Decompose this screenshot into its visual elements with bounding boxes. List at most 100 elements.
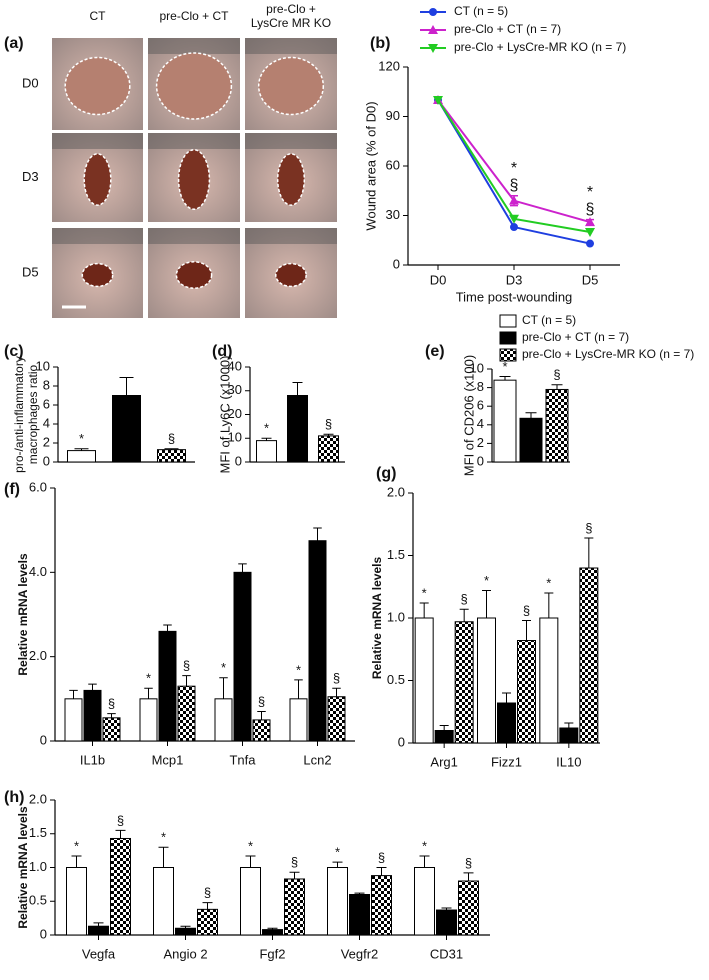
photo-hair [245,133,337,149]
error-bar [332,687,341,697]
y-tick-label: 30 [228,382,242,397]
y-tick-label: 10 [470,360,484,375]
y-tick-label: 8 [477,379,484,394]
y-tick-label: 0 [40,926,47,941]
panel-label: (h) [4,789,24,806]
x-tick-label: Fgf2 [259,946,285,961]
error-bar [74,448,89,451]
bar [414,617,434,744]
significance-label: § [523,603,530,618]
legend-label: CT (n = 5) [522,313,576,327]
significance-label: * [146,671,151,686]
legend-marker [428,25,438,34]
x-tick-label: IL10 [556,754,581,769]
bar [318,435,339,463]
significance-label: * [74,838,79,853]
bar [102,717,121,742]
significance-label: * [422,585,427,600]
y-tick-label: 10 [36,358,50,373]
y-axis-label: MFI of CD206 (x100) [461,355,476,476]
x-tick-label: Mcp1 [152,752,184,767]
error-bar [313,527,322,541]
column-label: pre-Clo + CT [159,9,229,23]
bar [454,621,474,744]
y-tick-label: 0 [477,453,484,468]
significance-label: * [511,160,517,177]
error-bar [502,692,511,703]
bar [139,698,158,742]
bar [177,685,196,742]
error-bar [482,590,491,618]
photo-hair [245,228,337,244]
bar [327,696,346,742]
x-axis-label: Time post-wounding [456,289,573,304]
bar [436,909,457,936]
error-bar [463,872,474,881]
bar [579,567,599,744]
bar [539,617,559,744]
bar [214,698,233,742]
photo-hair [245,38,337,54]
error-bar [180,925,191,929]
bar [477,617,496,744]
error-bar [294,679,303,699]
error-bar [499,375,511,381]
point [585,217,595,227]
panel-label: (d) [212,343,232,360]
error-bar [238,563,247,573]
bar [519,417,543,463]
significance-label: * [546,575,551,590]
row-label: D5 [22,264,39,279]
bar [517,640,536,744]
bar [262,929,283,936]
error-bar [441,907,452,911]
y-tick-label: 2.0 [29,648,47,663]
bar [175,927,196,936]
error-bar [202,902,213,910]
photo-hair [148,38,240,54]
significance-label: * [335,845,340,860]
error-bar [419,602,429,618]
error-bar [115,829,126,839]
significance-label: § [553,367,560,382]
wound [155,52,233,120]
y-tick-label: 120 [378,58,400,73]
wound [64,56,131,116]
significance-label: * [587,184,593,201]
column-label: LysCre MR KO [251,16,331,30]
y-tick-label: 6.0 [29,479,47,494]
y-axis-label: Wound area (% of D0) [363,101,378,230]
significance-label: § [108,696,115,711]
x-tick-label: Vegfr2 [341,946,379,961]
error-bar [107,713,116,718]
error-bar [544,592,554,618]
bar [371,875,392,936]
bar [349,894,370,936]
error-bar [376,867,387,876]
bar [233,571,252,742]
significance-label: § [291,855,298,870]
bar [497,702,516,744]
y-tick-label: 0 [235,453,242,468]
significance-label: * [484,573,489,588]
bar [197,908,218,936]
x-tick-label: Vegfa [82,946,116,961]
y-tick-label: 4 [477,416,484,431]
point [509,195,519,205]
error-bar [439,725,449,731]
y-tick-label: 20 [228,406,242,421]
y-tick-label: 2 [477,435,484,450]
wound [81,262,114,288]
error-bar [119,376,134,396]
x-tick-label: Tnfa [229,752,256,767]
y-tick-label: 8 [43,377,50,392]
bar [545,388,569,463]
bar [83,689,102,742]
significance-label: § [378,850,385,865]
column-label: pre-Clo + [266,2,316,16]
row-label: D3 [22,169,39,184]
error-bar [332,861,343,868]
x-tick-label: CD31 [430,946,463,961]
error-bar [261,437,272,441]
y-axis-label: MFI of Ly6C (x1000) [217,355,232,473]
